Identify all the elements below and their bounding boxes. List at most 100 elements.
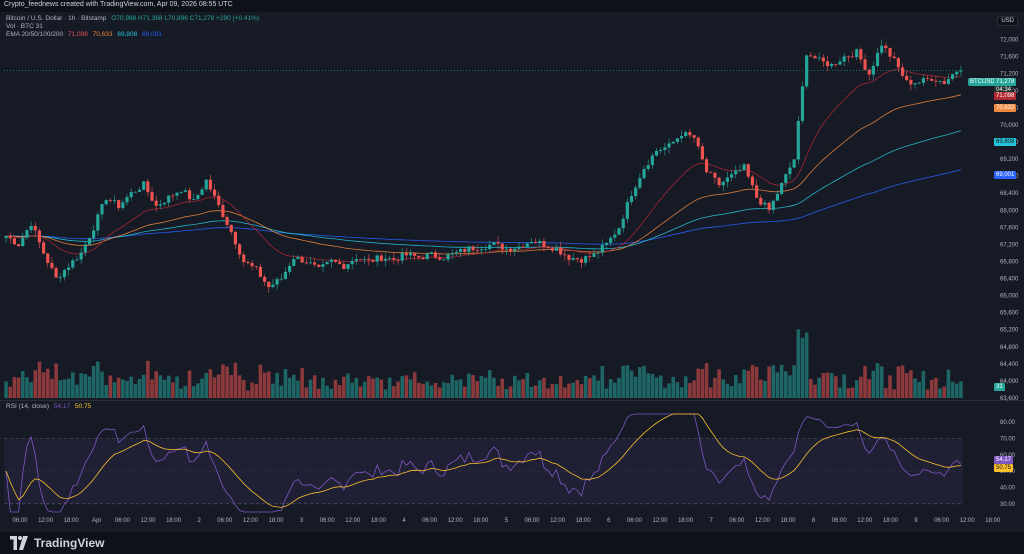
volume-bar	[433, 382, 438, 398]
candle-body	[112, 200, 117, 201]
volume-bar	[546, 388, 550, 398]
volume-bar	[421, 383, 425, 398]
volume-bar	[563, 387, 567, 398]
candle-body	[4, 235, 8, 239]
top-bar: Crypto_feednews created with TradingView…	[0, 0, 1024, 12]
candle-body	[734, 170, 738, 175]
time-tick-label: 06:00	[115, 518, 131, 524]
candle-body	[12, 238, 17, 245]
rsi-tick-label: 80.00	[1000, 420, 1016, 426]
candle-body	[534, 241, 538, 243]
candle-body	[258, 266, 263, 277]
candle-body	[855, 49, 859, 58]
candle-body	[617, 228, 621, 235]
volume-bar	[558, 375, 563, 398]
snapshot-title: Crypto_feednews created with TradingView…	[4, 1, 233, 8]
volume-bar	[379, 379, 384, 398]
volume-bar	[279, 385, 284, 398]
candle-body	[780, 182, 784, 194]
volume-bar	[492, 377, 496, 398]
candle-body	[471, 246, 475, 251]
candle-body	[567, 255, 571, 260]
price-tick-label: 68,000	[1000, 208, 1019, 214]
volume-bar	[125, 380, 129, 398]
candle-body	[242, 254, 246, 263]
volume-bar	[246, 390, 250, 398]
price-tick-label: 67,600	[1000, 225, 1019, 231]
time-tick-label: 2	[198, 518, 202, 524]
candle-body	[709, 172, 713, 173]
candle-body	[584, 256, 588, 263]
volume-bar	[717, 369, 721, 398]
volume-bar	[646, 373, 650, 398]
candle-body	[825, 61, 830, 67]
candle-body	[221, 204, 225, 218]
volume-bar	[613, 382, 617, 398]
candle-body	[859, 49, 863, 60]
legend-ema100: 69,808	[117, 31, 138, 38]
volume-bar	[617, 377, 621, 398]
candle-body	[930, 78, 934, 81]
volume-bar	[871, 370, 876, 398]
volume-bar	[633, 376, 638, 398]
bar-countdown-tag: 04:34	[994, 86, 1014, 94]
volume-bar	[658, 375, 663, 398]
pane-divider	[0, 400, 1024, 401]
legend-symbol[interactable]: Bitcoin / U.S. Dollar · 1h · Bitstamp	[6, 15, 107, 22]
candle-body	[646, 165, 650, 169]
candle-body	[588, 256, 592, 257]
candle-body	[730, 174, 734, 178]
candle-body	[896, 58, 900, 68]
candle-body	[550, 248, 554, 251]
candle-body	[484, 249, 488, 250]
volume-bar	[141, 374, 146, 398]
legend-rsi[interactable]: RSI (14, close) 54.17 50.75	[6, 403, 94, 410]
volume-bar	[458, 379, 463, 398]
price-tick-label: 64,000	[1000, 379, 1019, 385]
candle-body	[813, 56, 817, 59]
candle-body	[688, 132, 692, 136]
volume-bar	[321, 377, 325, 398]
volume-bar	[742, 369, 746, 398]
candle-body	[300, 256, 304, 263]
volume-bar	[792, 365, 796, 398]
candle-body	[446, 254, 450, 260]
brand-name: TradingView	[34, 536, 105, 550]
candle-body	[288, 265, 292, 272]
legend-symbol-row: Bitcoin / U.S. Dollar · 1h · Bitstamp O7…	[6, 15, 262, 22]
candle-body	[921, 78, 925, 83]
candle-body	[925, 78, 930, 79]
volume-bar	[529, 386, 534, 398]
volume-bar	[41, 372, 46, 398]
volume-bar	[638, 367, 642, 398]
volume-bar	[771, 365, 776, 398]
candle-body	[884, 45, 888, 48]
volume-bar	[171, 382, 175, 398]
candle-body	[396, 259, 400, 261]
legend-volume[interactable]: Vol · BTC 31	[6, 23, 46, 30]
currency-button[interactable]: USD	[997, 16, 1018, 26]
rsi-line	[5, 413, 962, 513]
candle-body	[850, 56, 855, 58]
time-tick-label: 3	[300, 518, 304, 524]
candle-body	[767, 202, 771, 210]
volume-bar	[258, 364, 263, 398]
candle-body	[8, 235, 12, 239]
volume-bar	[437, 387, 442, 398]
legend-ema[interactable]: EMA 20/50/100/200 71,098 70,633 69,808 6…	[6, 31, 165, 38]
candle-body	[629, 196, 634, 202]
candle-body	[379, 255, 383, 261]
candle-body	[271, 284, 275, 288]
volume-bar	[196, 383, 200, 398]
volume-bar	[129, 376, 133, 398]
candle-body	[158, 204, 162, 206]
legend-vol: Vol · BTC 31	[6, 23, 43, 30]
volume-bar	[442, 382, 446, 398]
candle-body	[755, 185, 759, 198]
candle-body	[875, 52, 880, 66]
candle-body	[775, 193, 780, 201]
candle-body	[746, 164, 750, 177]
volume-bar	[704, 363, 709, 398]
candle-body	[888, 47, 892, 57]
